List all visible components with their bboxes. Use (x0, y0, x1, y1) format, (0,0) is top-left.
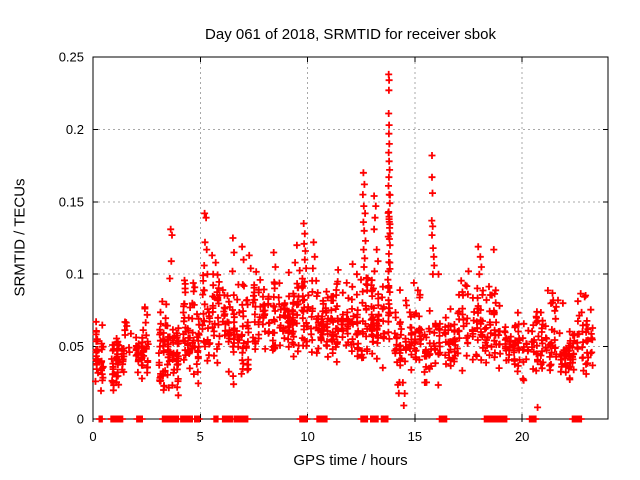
svg-text:0.1: 0.1 (66, 267, 84, 282)
y-axis-label: SRMTID / TECUs (11, 178, 29, 297)
svg-text:0: 0 (89, 429, 96, 444)
x-axis-label: GPS time / hours (293, 452, 408, 469)
chart-title: Day 061 of 2018, SRMTID for receiver sbo… (205, 26, 496, 43)
svg-text:0.15: 0.15 (59, 194, 84, 209)
svg-text:10: 10 (300, 429, 314, 444)
svg-text:15: 15 (408, 429, 422, 444)
scatter-points (92, 70, 597, 423)
svg-text:0.25: 0.25 (59, 50, 84, 65)
svg-text:20: 20 (515, 429, 529, 444)
svg-text:0: 0 (77, 412, 84, 427)
svg-text:0.2: 0.2 (66, 122, 84, 137)
svg-text:0.05: 0.05 (59, 339, 84, 354)
svg-text:5: 5 (197, 429, 204, 444)
